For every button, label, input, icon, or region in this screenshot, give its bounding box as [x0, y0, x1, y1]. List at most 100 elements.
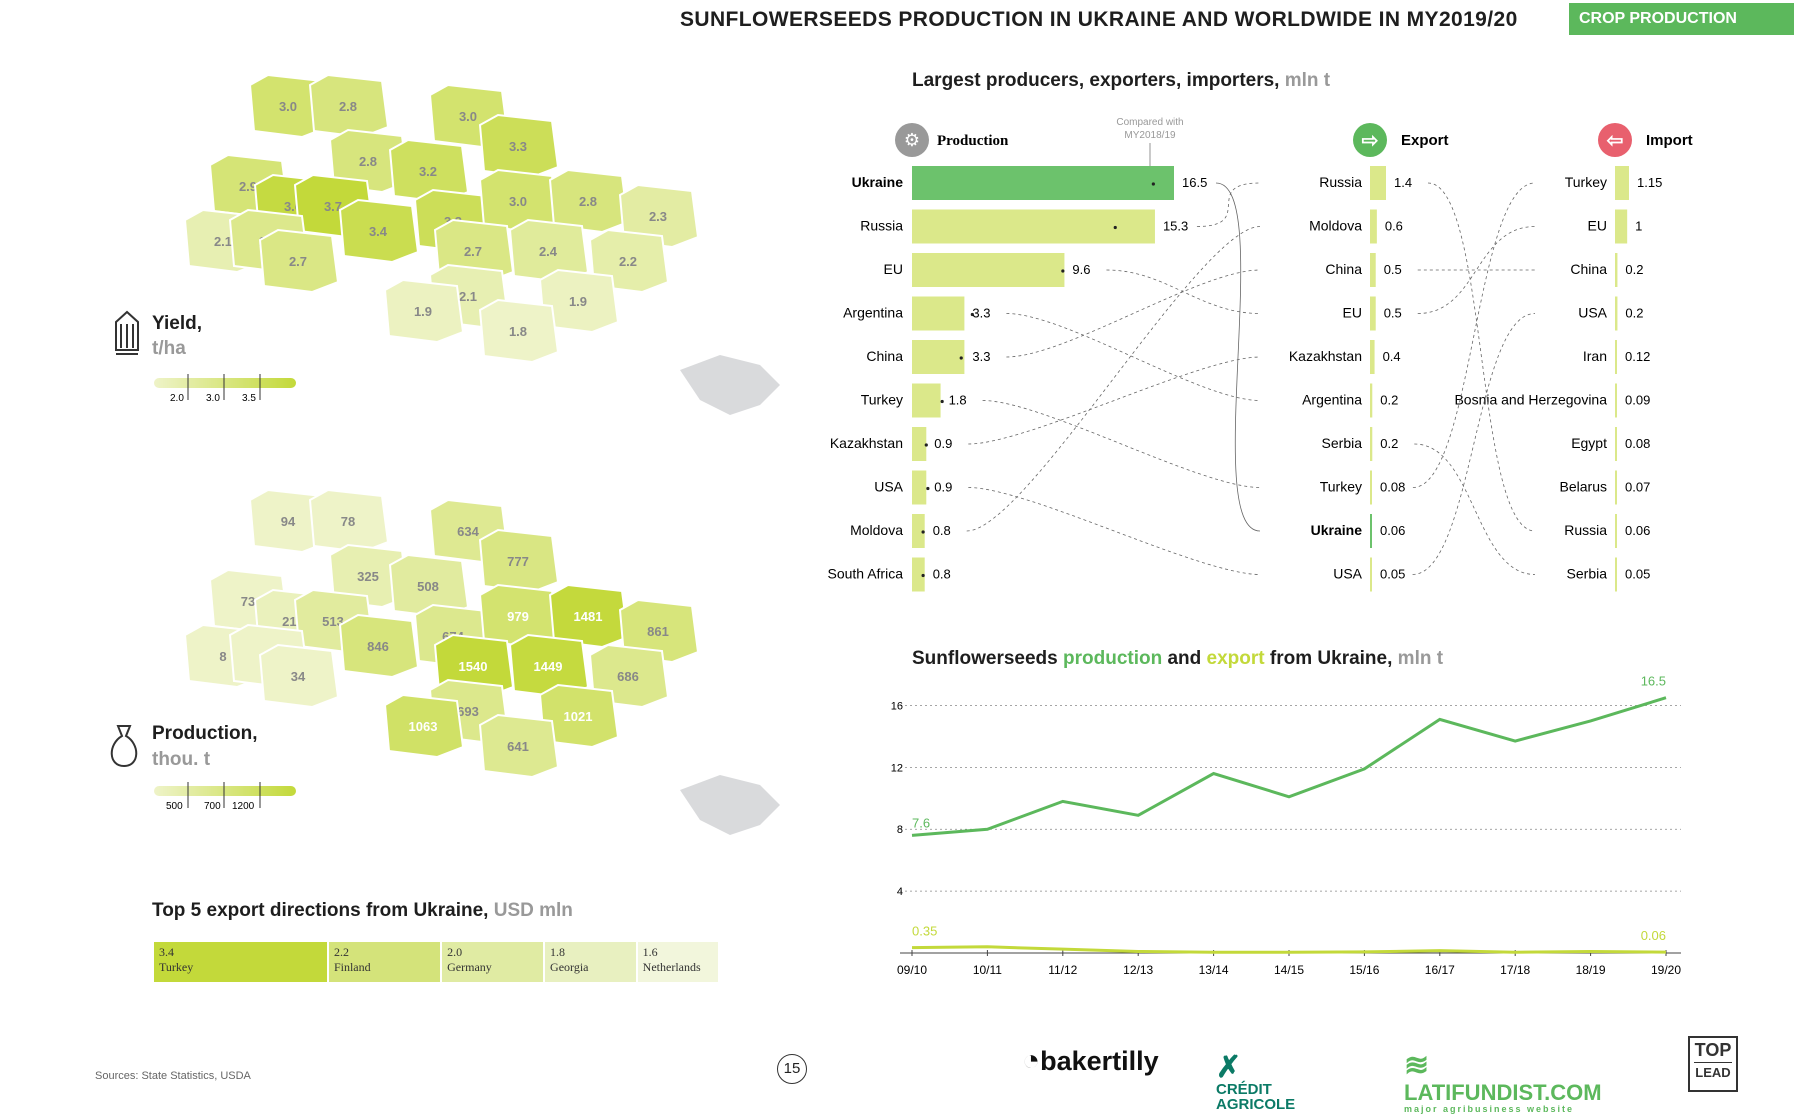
yield-legend-tick: 2.0 [170, 393, 184, 404]
line-chart-title-text: Sunflowerseeds [912, 648, 1058, 669]
export-bar [1370, 470, 1372, 505]
connector-line [1412, 182, 1536, 488]
map-region-value: 2.1 [214, 234, 232, 249]
map-region-value: 1540 [459, 659, 488, 674]
map-region-value: 1.9 [414, 304, 432, 319]
export-bar [1370, 340, 1375, 374]
compared-dot [970, 312, 974, 317]
export-bar-value: 0.5 [1384, 306, 1402, 321]
y-tick-label: 8 [897, 824, 903, 836]
production-bar-value: 3.3 [972, 349, 990, 364]
producers-chart: ⚙ Production Compared with MY2018/19 ⇨ E… [828, 117, 1693, 592]
map-region-value: 861 [647, 624, 669, 639]
crimea-shape [680, 775, 780, 835]
production-bar [912, 470, 927, 505]
import-bar [1615, 209, 1628, 244]
map-region-value: 2.7 [464, 244, 482, 259]
production-bar-value: 0.8 [933, 567, 951, 582]
production-legend-tick: 500 [166, 801, 183, 812]
map-region-value: 34 [291, 669, 306, 684]
map-region [508, 633, 590, 699]
crimea-shape [680, 355, 780, 415]
import-bar [1615, 427, 1617, 461]
toplead-line2: LEAD [1694, 1062, 1732, 1083]
connector-line [1006, 269, 1261, 358]
page-title: SUNFLOWERSEEDS PRODUCTION IN UKRAINE AND… [680, 8, 1518, 31]
section-badge: CROP PRODUCTION [1569, 3, 1794, 35]
map-region-value: 3.0 [279, 99, 297, 114]
import-bar-value: 1.15 [1637, 175, 1662, 190]
bakertilly-logo: ◔bakertilly [1022, 1044, 1159, 1077]
svg-text:⇨: ⇨ [1362, 130, 1379, 152]
import-country-label: Iran [1583, 348, 1607, 364]
compared-note: MY2018/19 [1124, 130, 1176, 141]
map-region-value: 508 [417, 579, 439, 594]
map-region [308, 73, 390, 139]
y-tick-label: 16 [891, 700, 903, 712]
export-direction-country: Germany [447, 960, 492, 974]
producers-chart-title: Largest producers, exporters, importers,… [912, 70, 1330, 92]
export-direction-cell: 1.8 Georgia [545, 942, 636, 982]
production-line [911, 696, 1667, 837]
compared-dot [926, 486, 930, 491]
connector-line [968, 487, 1261, 575]
production-bar-value: 0.9 [934, 480, 952, 495]
import-bar-value: 0.06 [1625, 523, 1650, 538]
connector-line [1006, 313, 1261, 401]
top-exports-unit: USD mln [493, 900, 573, 921]
toplead-line1: TOP [1694, 1040, 1732, 1060]
production-legend-tick: 1200 [232, 801, 255, 812]
bakertilly-logo-text: bakertilly [1040, 1046, 1159, 1076]
map-region-value: 8 [219, 649, 226, 664]
export-direction-country: Netherlands [642, 960, 701, 974]
line-chart-unit: mln t [1397, 648, 1444, 669]
line-data-label: 0.35 [912, 924, 937, 939]
map-region-value: 693 [457, 704, 479, 719]
production-bar [912, 296, 965, 331]
production-bar [912, 209, 1155, 244]
line-chart-title-and: and [1167, 648, 1202, 669]
export-label: Export [1401, 132, 1449, 149]
export-bar-value: 0.08 [1380, 480, 1405, 495]
yield-legend-tick: 3.0 [206, 393, 220, 404]
map-region-value: 1063 [409, 719, 438, 734]
export-direction-value: 1.8 [550, 945, 566, 959]
yield-legend: 2.0 3.0 3.5 [154, 374, 296, 404]
production-country-label: USA [874, 479, 903, 495]
export-direction-cell: 3.4 Turkey [154, 942, 327, 982]
compared-note: Compared with [1116, 117, 1183, 128]
import-bar-value: 0.05 [1625, 567, 1650, 582]
production-bar-value: 15.3 [1163, 219, 1188, 234]
import-country-label: Egypt [1571, 435, 1607, 451]
production-bar-value: 1.8 [949, 393, 967, 408]
yield-map-unit: t/ha [152, 338, 186, 359]
map-region-value: 2.4 [539, 244, 558, 259]
yield-icon [112, 310, 142, 363]
production-bar-value: 0.8 [933, 523, 951, 538]
export-bar [1370, 383, 1373, 418]
map-region-value: 3.0 [509, 194, 527, 209]
sources-note: Sources: State Statistics, USDA [95, 1070, 251, 1082]
production-label: Production [937, 133, 1009, 149]
import-label: Import [1646, 132, 1693, 149]
export-country-label: USA [1333, 566, 1362, 582]
map-region-value: 3.4 [369, 224, 388, 239]
import-bar-value: 0.12 [1625, 349, 1650, 364]
line-data-label: 7.6 [912, 815, 930, 830]
producers-chart-title-text: Largest producers, exporters, importers, [912, 70, 1280, 91]
import-bar [1615, 340, 1617, 374]
yield-legend-tick: 3.5 [242, 393, 256, 404]
map-region-value: 641 [507, 739, 529, 754]
production-country-label: Argentina [843, 305, 903, 321]
export-bar [1370, 253, 1376, 287]
export-bar [1370, 296, 1376, 331]
arrow-left-icon [1598, 123, 1632, 157]
export-country-label: Argentina [1302, 392, 1362, 408]
x-tick-label: 18/19 [1576, 963, 1606, 977]
import-bar [1615, 296, 1618, 331]
x-tick-label: 09/10 [897, 963, 927, 977]
connector-line [1106, 269, 1261, 314]
map-region-value: 979 [507, 609, 529, 624]
production-country-label: EU [884, 261, 903, 277]
arrow-right-icon [1353, 123, 1387, 157]
